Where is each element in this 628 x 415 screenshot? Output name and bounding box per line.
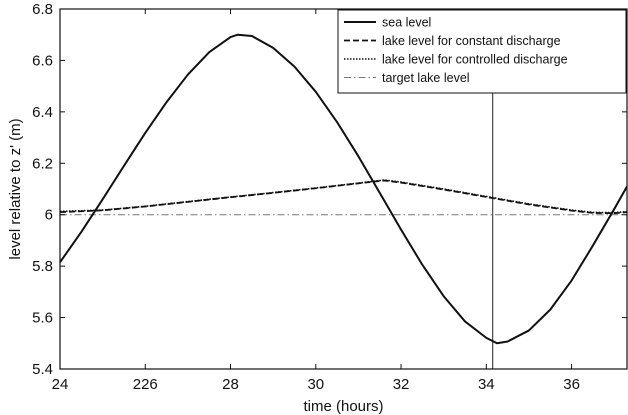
y-axis-label: level relative to z' (m) xyxy=(7,118,24,259)
y-tick-label: 6.2 xyxy=(32,155,53,172)
x-tick-label: 32 xyxy=(393,376,410,393)
series-line-lake-level-for-controlled-discharge xyxy=(60,179,627,214)
legend: sea level lake level for constant dischar… xyxy=(337,9,627,94)
y-tick-label: 6 xyxy=(45,207,53,224)
x-tick-label: 30 xyxy=(307,376,324,393)
x-tick-label: 28 xyxy=(222,376,239,393)
y-tick-label: 5.8 xyxy=(32,258,53,275)
x-tick-label: 226 xyxy=(133,376,158,393)
y-tick-label: 5.6 xyxy=(32,310,53,327)
plot-area xyxy=(60,9,627,369)
x-tick-label: 24 xyxy=(52,376,69,393)
legend-label: sea level xyxy=(382,16,431,30)
plot-frame xyxy=(59,8,628,370)
legend-label: lake level for controlled discharge xyxy=(382,53,568,67)
y-tick-label: 6.8 xyxy=(32,1,53,18)
y-axis: 5.4 5.6 5.8 6 6.2 6.4 6.6 6.8 xyxy=(32,1,627,378)
series-line-sea-level xyxy=(60,33,627,345)
y-tick-label: 6.6 xyxy=(32,52,53,69)
x-tick-label: 36 xyxy=(563,376,580,393)
series-line-lake-level-for-constant-discharge xyxy=(60,179,627,215)
legend-label: lake level for constant discharge xyxy=(382,34,561,48)
legend-box xyxy=(337,9,627,94)
y-tick-label: 6.4 xyxy=(32,104,53,121)
x-axis-label: time (hours) xyxy=(303,398,383,415)
legend-label: target lake level xyxy=(382,71,470,85)
x-tick-label: 34 xyxy=(478,376,495,393)
x-axis: 24 226 28 30 32 34 36 xyxy=(52,9,580,393)
y-tick-label: 5.4 xyxy=(32,361,53,378)
